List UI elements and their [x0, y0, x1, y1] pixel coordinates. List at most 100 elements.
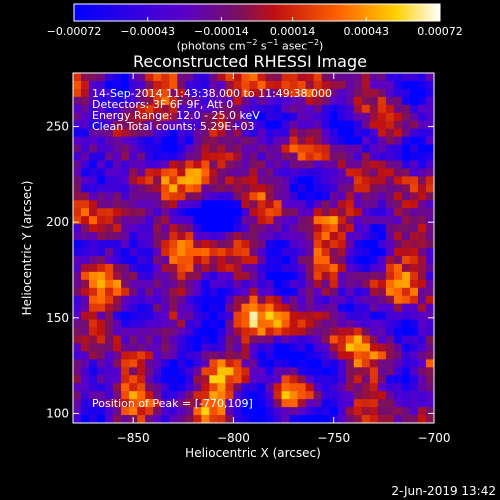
image-pixel	[377, 96, 387, 106]
image-pixel	[249, 112, 258, 122]
image-pixel	[329, 391, 339, 400]
image-pixel	[289, 343, 299, 352]
image-pixel	[337, 311, 347, 320]
image-pixel	[209, 343, 218, 352]
image-pixel	[81, 248, 90, 257]
image-pixel	[249, 295, 258, 305]
image-pixel	[305, 120, 315, 130]
image-pixel	[105, 224, 114, 233]
image-pixel	[209, 192, 218, 201]
image-pixel	[137, 343, 146, 352]
image-pixel	[409, 152, 419, 161]
image-pixel	[265, 351, 274, 360]
image-pixel	[361, 287, 371, 297]
image-pixel	[321, 73, 331, 82]
image-pixel	[273, 295, 282, 305]
image-pixel	[377, 415, 387, 423]
image-pixel	[193, 375, 202, 384]
image-pixel	[217, 271, 226, 281]
image-pixel	[81, 255, 90, 265]
image-pixel	[297, 303, 307, 313]
image-pixel	[145, 343, 154, 352]
image-pixel	[137, 375, 146, 384]
image-pixel	[161, 407, 170, 416]
image-pixel	[265, 136, 274, 145]
image-pixel	[425, 248, 434, 257]
image-pixel	[377, 335, 387, 344]
image-pixel	[401, 311, 411, 320]
image-pixel	[201, 263, 210, 273]
image-pixel	[249, 80, 258, 90]
image-pixel	[241, 73, 250, 82]
image-pixel	[337, 279, 347, 289]
image-pixel	[89, 335, 98, 344]
generation-date: 2-Jun-2019 13:42	[391, 484, 496, 498]
image-pixel	[185, 255, 194, 265]
image-pixel	[105, 232, 114, 241]
image-pixel	[273, 200, 282, 209]
image-pixel	[177, 104, 186, 114]
image-pixel	[393, 88, 403, 98]
image-pixel	[161, 136, 170, 145]
image-pixel	[353, 335, 363, 344]
peak-position-annotation: Position of Peak = [-770,109]	[92, 397, 253, 410]
image-pixel	[121, 415, 130, 423]
image-pixel	[385, 208, 395, 217]
image-pixel	[337, 255, 347, 265]
image-pixel	[257, 208, 266, 217]
image-pixel	[409, 176, 419, 185]
image-pixel	[161, 120, 170, 130]
image-pixel	[73, 343, 82, 352]
image-pixel	[201, 144, 210, 153]
image-pixel	[73, 184, 82, 193]
image-pixel	[217, 359, 226, 368]
image-pixel	[297, 271, 307, 281]
image-pixel	[377, 73, 387, 82]
image-pixel	[265, 73, 274, 82]
image-pixel	[361, 383, 371, 392]
image-pixel	[305, 367, 315, 376]
image-pixel	[345, 271, 355, 281]
image-pixel	[217, 208, 226, 217]
image-pixel	[361, 184, 371, 193]
image-pixel	[337, 391, 347, 400]
image-pixel	[97, 303, 106, 313]
image-pixel	[297, 73, 307, 82]
image-pixel	[401, 73, 411, 82]
image-pixel	[89, 88, 98, 98]
image-pixel	[281, 271, 290, 281]
image-pixel	[217, 144, 226, 153]
image-pixel	[393, 152, 403, 161]
image-pixel	[265, 208, 274, 217]
image-pixel	[89, 240, 98, 249]
image-pixel	[305, 232, 315, 241]
image-pixel	[129, 343, 138, 352]
image-pixel	[97, 287, 106, 297]
image-pixel	[425, 152, 434, 161]
image-pixel	[353, 399, 363, 408]
image-pixel	[401, 351, 411, 360]
image-pixel	[225, 208, 234, 217]
image-pixel	[409, 391, 419, 400]
image-pixel	[401, 192, 411, 201]
image-pixel	[353, 232, 363, 241]
image-pixel	[241, 192, 250, 201]
image-pixel	[321, 104, 331, 114]
image-pixel	[329, 160, 339, 169]
image-pixel	[361, 176, 371, 185]
image-pixel	[281, 327, 290, 336]
image-pixel	[369, 255, 379, 265]
image-pixel	[177, 176, 186, 185]
image-pixel	[249, 216, 258, 225]
x-axis-label: Heliocentric X (arcsec)	[185, 446, 321, 460]
image-pixel	[409, 232, 419, 241]
image-pixel	[113, 224, 122, 233]
image-pixel	[273, 120, 282, 130]
image-pixel	[337, 224, 347, 233]
image-pixel	[385, 263, 395, 273]
image-pixel	[249, 104, 258, 114]
image-pixel	[377, 319, 387, 328]
image-pixel	[113, 184, 122, 193]
image-pixel	[217, 120, 226, 130]
image-pixel	[289, 335, 299, 344]
